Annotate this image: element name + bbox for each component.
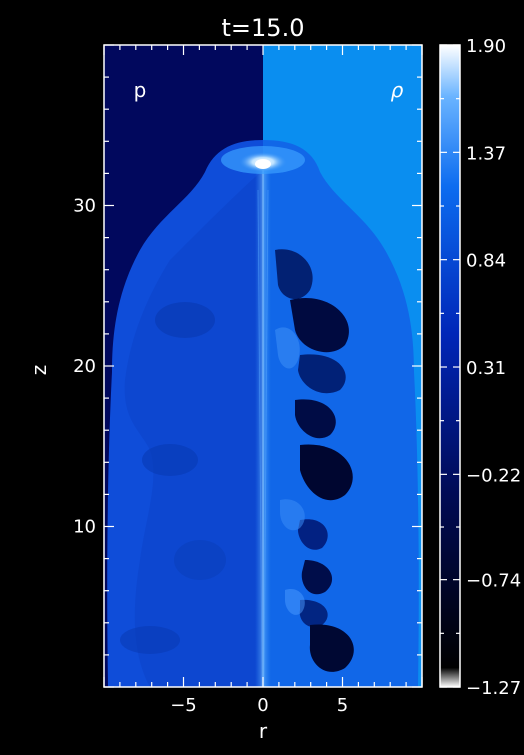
panel-label-density: ρ: [391, 78, 404, 102]
x-tick-label: 5: [337, 695, 348, 716]
colorbar-gradient: [439, 44, 461, 688]
plot-area: [104, 45, 422, 687]
axis-ticks: −5 0 5 10 20 30: [73, 44, 423, 716]
density-cocoon: [263, 140, 419, 687]
pressure-cocoon: [107, 140, 263, 687]
y-tick-label: 10: [73, 517, 96, 538]
colorbar-tick-label: 1.90: [466, 36, 506, 57]
jet-head: [221, 146, 305, 174]
plot-title: t=15.0: [222, 14, 305, 42]
colorbar-tick-label: −0.22: [466, 465, 521, 486]
x-axis-label: r: [259, 719, 268, 743]
y-tick-label: 30: [73, 196, 96, 217]
x-tick-label: 0: [257, 695, 268, 716]
jet-beam: [255, 165, 271, 687]
colorbar-tick-label: −0.74: [466, 571, 521, 592]
colorbar-tick-label: −1.27: [466, 678, 521, 699]
y-tick-label: 20: [73, 356, 96, 377]
colorbar-ticks: 1.90 1.37 0.84 0.31 −0.22 −0.74 −1.27: [440, 36, 521, 699]
panel-label-pressure: p: [134, 78, 147, 102]
colorbar-tick-label: 0.31: [466, 358, 506, 379]
colorbar-tick-label: 0.84: [466, 251, 506, 272]
colorbar-tick-label: 1.37: [466, 143, 506, 164]
colorbar: 1.90 1.37 0.84 0.31 −0.22 −0.74 −1.27: [439, 36, 521, 699]
y-axis-label: z: [27, 365, 51, 376]
x-tick-label: −5: [170, 695, 197, 716]
